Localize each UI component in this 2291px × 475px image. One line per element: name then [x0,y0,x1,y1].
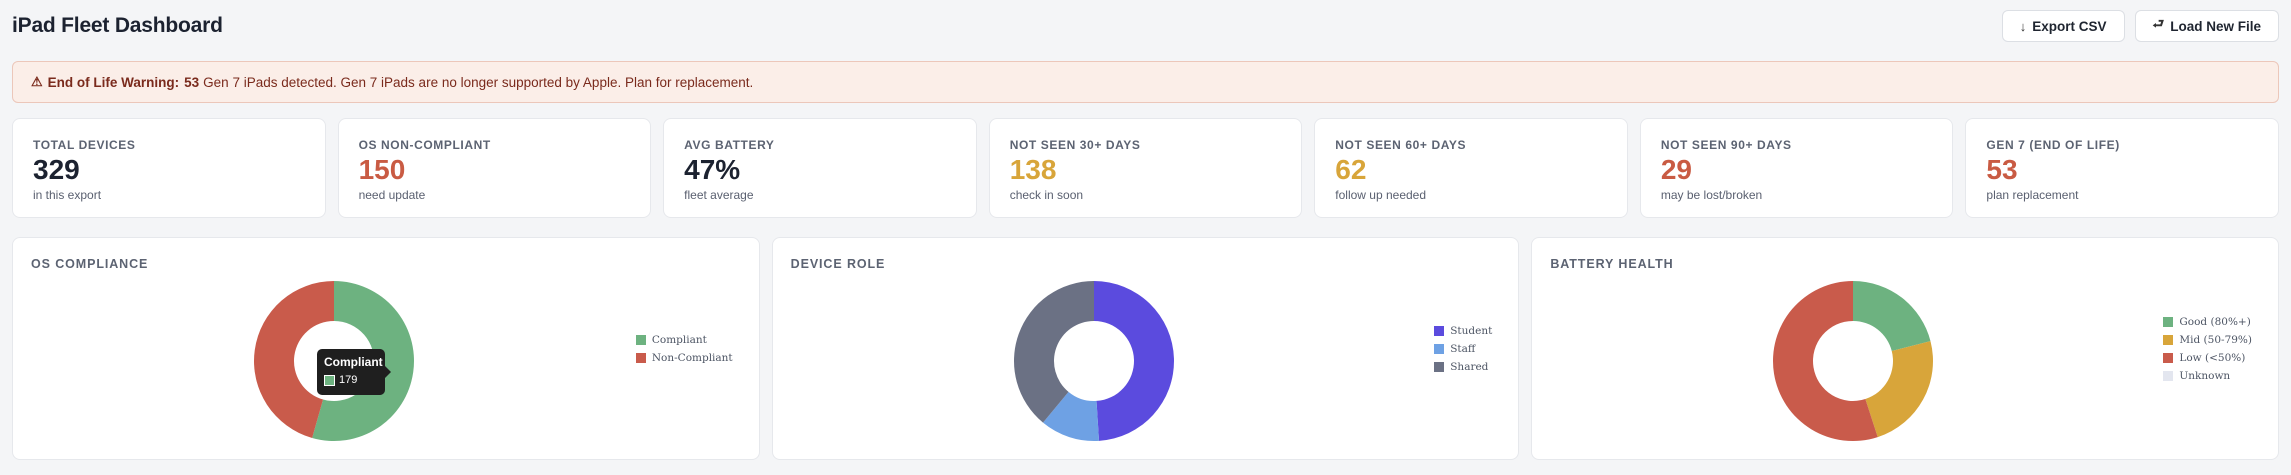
device-role-donut[interactable] [1013,280,1175,442]
donut-slice[interactable] [1773,281,1879,441]
charts-row: OS COMPLIANCE Compliant Non-Compliant Com… [12,237,2279,460]
load-new-file-button[interactable]: ⮐ Load New File [2134,10,2279,42]
legend-item[interactable]: Compliant [635,333,733,346]
chart-title: BATTERY HEALTH [1550,257,1674,271]
legend-label: Shared [1450,360,1489,373]
export-csv-button[interactable]: ↓ Export CSV [2001,10,2125,42]
chart-title: OS COMPLIANCE [31,257,149,271]
battery-health-legend: Good (80%+) Mid (50-79%) Low (<50%) Unknown [2163,238,2252,459]
stat-subtext: check in soon [1009,188,1084,202]
legend-swatch [2163,334,2174,345]
tooltip-row: 179 [324,374,385,386]
stat-label: NOT SEEN 90+ DAYS [1660,138,1792,152]
alert-count: 53 [184,74,200,90]
legend-item[interactable]: Low (<50%) [2163,352,2252,364]
legend-label: Mid (50-79%) [2179,333,2252,346]
stat-value: 47% [684,154,741,185]
legend-label: Unknown [2179,369,2231,382]
legend-swatch [2163,370,2174,381]
donut-slice[interactable] [1042,391,1099,441]
tooltip-value: 179 [339,374,358,386]
device-role-card: DEVICE ROLE Student Staff Shared [771,237,1520,460]
stat-card: AVG BATTERY 47% fleet average [663,118,977,218]
chart-tooltip: Compliant 179 [317,349,391,395]
stat-label: OS NON-COMPLIANT [358,138,491,152]
stat-label: NOT SEEN 60+ DAYS [1335,138,1467,152]
stat-value: 62 [1335,154,1367,185]
download-icon: ↓ [2019,18,2027,34]
legend-item[interactable]: Mid (50-79%) [2163,334,2252,346]
stat-card: GEN 7 (END OF LIFE) 53 plan replacement [1965,118,2279,218]
legend-label: Staff [1450,342,1476,355]
end-of-life-alert: ⚠ End of Life Warning: 53 Gen 7 iPads de… [12,61,2279,103]
stat-card: NOT SEEN 60+ DAYS 62 follow up needed [1314,118,1628,218]
stat-subtext: plan replacement [1986,188,2079,202]
os-compliance-card: OS COMPLIANCE Compliant Non-Compliant Com… [12,237,760,460]
donut-slice[interactable] [1093,281,1174,441]
warning-icon: ⚠ [31,74,43,89]
legend-swatch [2163,352,2174,363]
stat-card: TOTAL DEVICES 329 in this export [12,118,326,218]
legend-swatch [635,334,646,345]
os-compliance-legend: Compliant Non-Compliant [635,238,733,459]
os-compliance-donut[interactable] [253,280,415,442]
tooltip-title: Compliant [324,355,383,369]
stat-card: OS NON-COMPLIANT 150 need update [337,118,652,218]
donut-slice[interactable] [1013,281,1094,423]
stat-label: AVG BATTERY [684,138,775,152]
chart-title: DEVICE ROLE [790,257,886,271]
stat-value: 329 [33,154,80,185]
legend-swatch [2163,316,2174,327]
stat-subtext: follow up needed [1335,188,1427,202]
stat-subtext: in this export [33,188,102,202]
legend-item[interactable]: Unknown [2163,370,2252,382]
legend-label: Compliant [651,333,707,346]
legend-item[interactable]: Shared [1434,361,1492,373]
battery-health-donut[interactable] [1772,280,1934,442]
donut-slice[interactable] [1865,341,1934,438]
legend-swatch [1434,343,1445,354]
donut-slice[interactable] [254,281,334,438]
tooltip-swatch [324,374,335,386]
legend-item[interactable]: Staff [1434,343,1492,355]
stat-value: 150 [358,154,406,185]
return-icon: ⮐ [2152,16,2165,31]
legend-item[interactable]: Non-Compliant [635,351,733,364]
export-csv-label: Export CSV [2032,18,2107,34]
stat-value: 29 [1660,154,1692,185]
alert-label: End of Life Warning: [47,74,180,90]
donut-slice[interactable] [1853,281,1931,352]
legend-swatch [1434,325,1445,336]
header-actions: ↓ Export CSV ⮐ Load New File [2001,10,2279,42]
donut-slice[interactable] [312,281,414,441]
legend-item[interactable]: Student [1434,325,1492,337]
stat-card: NOT SEEN 90+ DAYS 29 may be lost/broken [1639,118,1954,218]
legend-swatch [635,352,646,363]
legend-swatch [1434,361,1445,372]
page-title: iPad Fleet Dashboard [12,14,223,37]
legend-label: Student [1450,324,1493,337]
stat-subtext: need update [358,188,426,202]
load-new-file-label: Load New File [2170,18,2261,34]
stat-label: GEN 7 (END OF LIFE) [1986,138,2120,152]
legend-label: Non-Compliant [651,351,733,364]
alert-message: Gen 7 iPads detected. Gen 7 iPads are no… [203,74,754,90]
stat-label: TOTAL DEVICES [33,138,136,152]
legend-item[interactable]: Good (80%+) [2163,316,2252,328]
stat-label: NOT SEEN 30+ DAYS [1009,138,1141,152]
page-header: iPad Fleet Dashboard ↓ Export CSV ⮐ Load… [12,10,2279,42]
stats-row: TOTAL DEVICES 329 in this export OS NON-COM… [12,118,2279,218]
stat-card: NOT SEEN 30+ DAYS 138 check in soon [988,118,1303,218]
device-role-legend: Student Staff Shared [1434,238,1492,459]
stat-value: 138 [1009,154,1057,185]
stat-subtext: fleet average [684,188,754,202]
stat-subtext: may be lost/broken [1660,188,1763,202]
battery-health-card: BATTERY HEALTH Good (80%+) Mid (50-79%) Lo… [1531,237,2279,460]
legend-label: Good (80%+) [2179,315,2251,328]
legend-label: Low (<50%) [2179,351,2246,364]
stat-value: 53 [1986,154,2018,185]
